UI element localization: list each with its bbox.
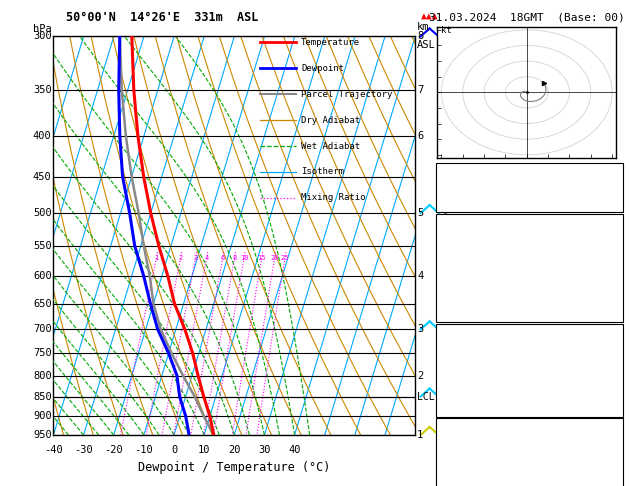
Text: Mixing Ratio (g/kg): Mixing Ratio (g/kg) <box>440 185 448 287</box>
Text: SREH: SREH <box>440 448 465 458</box>
Text: 266°: 266° <box>594 463 620 473</box>
Text: ▲▲▲: ▲▲▲ <box>421 11 438 20</box>
Text: 8: 8 <box>233 255 237 261</box>
Text: Parcel Trajectory: Parcel Trajectory <box>301 90 392 99</box>
Text: K: K <box>440 165 446 174</box>
Text: hPa: hPa <box>33 24 52 35</box>
Text: 1: 1 <box>417 430 423 440</box>
Text: Dewp (°C): Dewp (°C) <box>440 243 496 253</box>
Text: 800: 800 <box>33 370 52 381</box>
Text: CIN (J): CIN (J) <box>440 398 484 408</box>
Text: 750: 750 <box>33 348 52 358</box>
Text: 52: 52 <box>607 180 620 190</box>
Text: 0: 0 <box>171 445 177 455</box>
Text: 900: 900 <box>33 411 52 421</box>
Text: 40: 40 <box>288 445 301 455</box>
Text: 7: 7 <box>417 85 423 95</box>
Text: LCL: LCL <box>417 392 435 401</box>
Text: 450: 450 <box>33 172 52 182</box>
Text: StmDir: StmDir <box>440 463 477 473</box>
Text: Temp (°C): Temp (°C) <box>440 228 496 238</box>
Text: 25: 25 <box>281 255 289 261</box>
Text: 850: 850 <box>601 338 620 348</box>
Text: CAPE (J): CAPE (J) <box>440 288 489 298</box>
Text: kt: kt <box>442 26 452 35</box>
Text: 16: 16 <box>607 478 620 486</box>
Text: 20: 20 <box>270 255 279 261</box>
Text: CIN (J): CIN (J) <box>440 303 484 313</box>
Text: 4: 4 <box>417 271 423 281</box>
Text: -30: -30 <box>74 445 93 455</box>
Text: 10: 10 <box>240 255 248 261</box>
Text: 2: 2 <box>417 370 423 381</box>
Text: 10: 10 <box>198 445 211 455</box>
Text: 1: 1 <box>154 255 159 261</box>
Text: Dry Adiabat: Dry Adiabat <box>301 116 360 124</box>
Text: 550: 550 <box>33 241 52 251</box>
Text: Temperature: Temperature <box>301 38 360 47</box>
Text: ASL: ASL <box>417 40 436 51</box>
Text: 400: 400 <box>33 131 52 141</box>
Text: 0: 0 <box>613 383 620 393</box>
Text: -10: -10 <box>135 445 153 455</box>
Text: Mixing Ratio: Mixing Ratio <box>301 193 365 202</box>
Text: Isotherm: Isotherm <box>301 168 344 176</box>
Text: StmSpd (kt): StmSpd (kt) <box>440 478 508 486</box>
Text: 300: 300 <box>33 32 52 41</box>
Text: 2: 2 <box>179 255 182 261</box>
Text: km: km <box>417 22 430 33</box>
Text: 310: 310 <box>601 353 620 363</box>
Text: Dewpoint / Temperature (°C): Dewpoint / Temperature (°C) <box>138 461 330 474</box>
Text: θᵉ(K): θᵉ(K) <box>440 258 471 268</box>
Text: 15: 15 <box>257 255 266 261</box>
Text: 0: 0 <box>613 303 620 313</box>
Text: 2: 2 <box>613 368 620 378</box>
Text: 650: 650 <box>33 299 52 309</box>
Text: © weatheronline.co.uk: © weatheronline.co.uk <box>468 470 591 480</box>
Text: 86: 86 <box>607 448 620 458</box>
Text: 31.03.2024  18GMT  (Base: 00): 31.03.2024 18GMT (Base: 00) <box>429 12 625 22</box>
Text: 5: 5 <box>613 243 620 253</box>
Text: -20: -20 <box>104 445 123 455</box>
Text: 1.35: 1.35 <box>594 195 620 205</box>
Text: 350: 350 <box>33 85 52 95</box>
Text: 3: 3 <box>193 255 198 261</box>
Text: 700: 700 <box>33 324 52 334</box>
Text: Most Unstable: Most Unstable <box>489 325 571 335</box>
Text: 50°00'N  14°26'E  331m  ASL: 50°00'N 14°26'E 331m ASL <box>66 12 258 24</box>
Text: 3: 3 <box>417 324 423 334</box>
Text: 850: 850 <box>33 392 52 401</box>
Text: 950: 950 <box>33 430 52 440</box>
Text: 5: 5 <box>613 273 620 283</box>
Text: 20: 20 <box>607 165 620 174</box>
Text: 13.2: 13.2 <box>594 228 620 238</box>
Text: Lifted Index: Lifted Index <box>440 273 515 283</box>
Text: Wet Adiabat: Wet Adiabat <box>301 141 360 151</box>
Text: 48: 48 <box>607 433 620 443</box>
Text: Hodograph: Hodograph <box>501 420 558 430</box>
Text: 600: 600 <box>33 271 52 281</box>
Text: Pressure (mb): Pressure (mb) <box>440 338 521 348</box>
Text: 5: 5 <box>417 208 423 218</box>
Text: 0: 0 <box>613 288 620 298</box>
Text: Totals Totals: Totals Totals <box>440 180 521 190</box>
Text: 6: 6 <box>417 131 423 141</box>
Text: EH: EH <box>440 433 452 443</box>
Text: 8: 8 <box>417 32 423 41</box>
Text: 20: 20 <box>228 445 240 455</box>
Text: CAPE (J): CAPE (J) <box>440 383 489 393</box>
Text: 4: 4 <box>204 255 209 261</box>
Text: Lifted Index: Lifted Index <box>440 368 515 378</box>
Text: Dewpoint: Dewpoint <box>301 64 344 73</box>
Text: 305: 305 <box>601 258 620 268</box>
Text: θᵉ (K): θᵉ (K) <box>440 353 477 363</box>
Text: -40: -40 <box>44 445 63 455</box>
Text: PW (cm): PW (cm) <box>440 195 484 205</box>
Text: 30: 30 <box>258 445 270 455</box>
Text: 0: 0 <box>613 398 620 408</box>
Text: 6: 6 <box>221 255 225 261</box>
Text: 500: 500 <box>33 208 52 218</box>
Text: Surface: Surface <box>508 215 552 225</box>
